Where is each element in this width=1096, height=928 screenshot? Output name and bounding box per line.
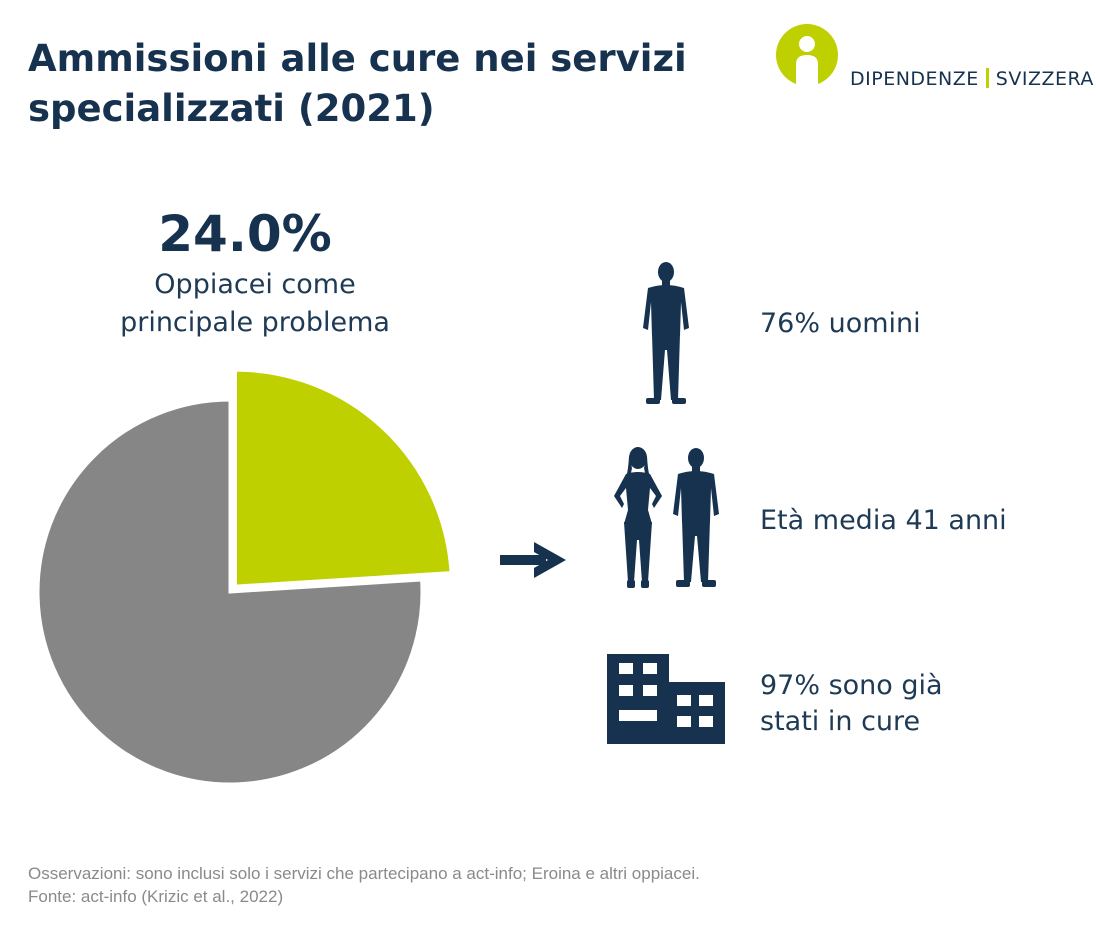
logo-wordmark: DIPENDENZE SVIZZERA — [850, 68, 1094, 90]
stat-average-age: Età media 41 anni — [760, 503, 1007, 539]
footer-observations: Osservazioni: sono inclusi solo i serviz… — [28, 864, 700, 883]
logo-mark-icon — [776, 24, 838, 86]
logo-separator — [985, 68, 989, 88]
highlight-label: Oppiacei come principale problema — [60, 266, 450, 342]
dipendenze-svizzera-logo: DIPENDENZE SVIZZERA — [774, 24, 1093, 90]
stat-men-text: 76% uomini — [760, 308, 921, 339]
woman-and-man-silhouette-icon — [614, 447, 719, 588]
logo-word-svizzera: SVIZZERA — [995, 68, 1094, 90]
building-icon — [607, 654, 725, 744]
stat-previous-treatment: 97% sono già stati in cure — [760, 668, 943, 740]
chart-title: Ammissioni alle cure nei servizi special… — [28, 34, 748, 134]
chart-title-line-1: Ammissioni alle cure nei servizi — [28, 37, 687, 80]
chart-title-line-2: specializzati (2021) — [28, 87, 435, 130]
pie-slice-1 — [36, 398, 424, 786]
stat-previous-treatment-line-2: stati in cure — [760, 706, 921, 737]
footer-source: Fonte: act-info (Krizic et al., 2022) — [28, 887, 284, 906]
highlight-label-line-1: Oppiacei come — [154, 269, 356, 300]
highlight-percentage: 24.0% — [158, 205, 332, 263]
highlight-label-line-2: principale problema — [120, 307, 390, 338]
man-silhouette-icon — [643, 262, 689, 404]
stat-previous-treatment-line-1: 97% sono già — [760, 670, 943, 701]
stat-average-age-text: Età media 41 anni — [760, 505, 1007, 536]
pie-slice-0 — [233, 368, 453, 588]
logo-word-dipendenze: DIPENDENZE — [850, 68, 979, 90]
footer-notes: Osservazioni: sono inclusi solo i serviz… — [28, 862, 700, 908]
pie-chart — [36, 368, 453, 786]
arrow-right-icon — [500, 542, 566, 578]
stat-men: 76% uomini — [760, 306, 921, 342]
